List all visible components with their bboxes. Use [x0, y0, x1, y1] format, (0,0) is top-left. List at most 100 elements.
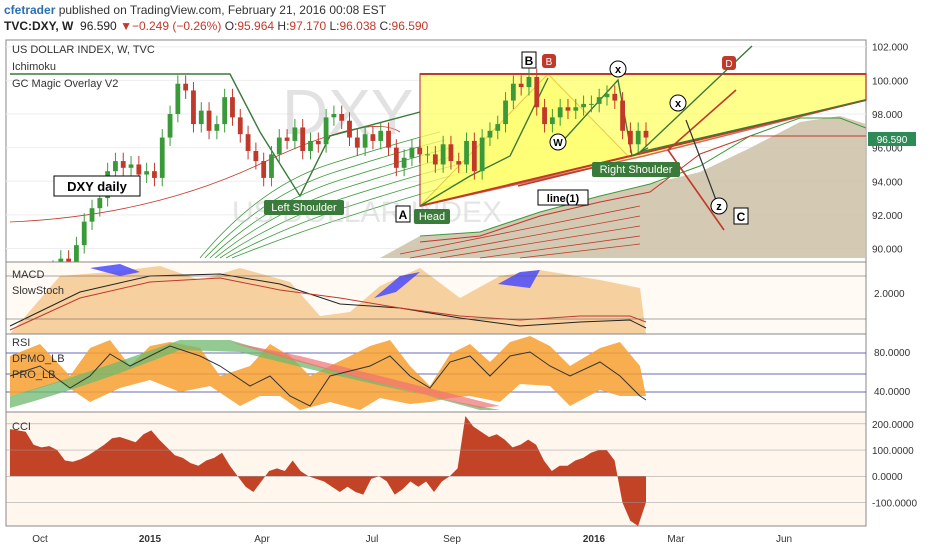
candle	[440, 144, 446, 165]
candle	[89, 208, 95, 222]
candle	[81, 221, 87, 246]
right-shoulder-box	[592, 162, 680, 177]
point-a-label: A	[399, 208, 408, 222]
study-symbol: US DOLLAR INDEX, W, TVC	[12, 44, 155, 56]
candle	[503, 100, 508, 125]
macd-label: MACD	[12, 269, 44, 281]
low-value: 96.038	[339, 19, 377, 33]
study-ichimoku: Ichimoku	[12, 61, 56, 73]
annotation-labels: DXY daily Left Shoulder Head Right Shoul…	[53, 51, 749, 225]
point-w-circle	[549, 133, 567, 151]
cci-tick: 100.0000	[872, 446, 914, 457]
slowstoch-label: SlowStoch	[12, 285, 64, 297]
candle	[183, 83, 189, 91]
candle	[534, 77, 540, 108]
price-tick: 96.000	[872, 144, 903, 155]
candle	[167, 114, 173, 138]
candle	[120, 161, 126, 168]
right-shoulder-label: Right Shoulder	[600, 164, 673, 176]
point-x2-label: x	[675, 98, 682, 110]
candle	[222, 97, 228, 125]
publish-header: cfetrader published on TradingView.com, …	[4, 3, 386, 17]
candle	[471, 140, 477, 172]
time-tick: Apr	[254, 534, 270, 545]
close-label: C:	[379, 19, 392, 33]
publish-info: published on TradingView.com, February 2…	[58, 3, 387, 17]
time-tick: Jun	[776, 534, 792, 545]
candle	[456, 161, 462, 165]
candle	[612, 93, 618, 101]
point-c-label: C	[737, 210, 746, 224]
candle	[230, 97, 235, 118]
left-shoulder-label: Left Shoulder	[271, 202, 337, 214]
candle	[354, 137, 360, 148]
candle	[425, 154, 430, 156]
point-d-label: D	[725, 59, 732, 70]
candle	[370, 134, 376, 141]
cci-area	[10, 416, 646, 526]
quote-header: TVC:DXY, W 96.590 ▼−0.249 (−0.26%) O:95.…	[4, 19, 428, 33]
time-tick: Sep	[443, 534, 461, 545]
candle	[588, 103, 594, 105]
point-w-label: W	[553, 138, 563, 149]
candle	[308, 140, 313, 151]
point-x1-circle	[609, 60, 627, 78]
change-arrow-icon: ▼	[120, 19, 132, 33]
candle	[479, 137, 485, 172]
high-label: H:	[277, 19, 290, 33]
rsi-label: RSI	[12, 337, 30, 349]
dpmo-label: DPMO_LB	[12, 353, 65, 365]
candle	[604, 93, 610, 98]
open-value: 95.964	[237, 19, 275, 33]
candle	[261, 161, 267, 178]
cci-tick: 0.0000	[872, 472, 903, 483]
gc-magic-overlay-fan	[9, 126, 641, 259]
candle	[627, 130, 633, 145]
candle	[144, 171, 150, 175]
candles	[11, 68, 649, 338]
rsi-pane: RSI DPMO_LB PRO_LB 80.0000 40.0000	[5, 333, 911, 413]
candle	[347, 120, 352, 138]
study-legend: US DOLLAR INDEX, W, TVC Ichimoku GC Magi…	[12, 44, 155, 90]
cci-axis: 200.0000 100.0000 0.0000 -100.0000	[6, 420, 917, 509]
cci-tick: -100.0000	[872, 498, 917, 509]
close-value: 96.590	[391, 19, 429, 33]
candle	[74, 245, 79, 266]
candle	[175, 83, 181, 114]
last-price: 96.590	[80, 19, 117, 33]
point-x1-label: x	[615, 64, 622, 76]
head-label: Head	[419, 211, 445, 223]
price-badge	[868, 132, 916, 146]
cci-pane: 200.0000 100.0000 0.0000 -100.0000 CCI	[5, 411, 917, 527]
price-tick: 90.000	[872, 245, 903, 256]
candle	[276, 137, 282, 155]
candle	[237, 117, 243, 135]
time-axis: Oct 2015 Apr Jul Sep 2016 Mar Jun	[32, 534, 792, 545]
head-box	[414, 209, 450, 224]
candle	[417, 147, 423, 155]
line1-box	[537, 189, 589, 206]
point-b-box	[521, 51, 537, 69]
candle	[206, 110, 212, 131]
price-pane: DXY US DOLLAR INDEX	[5, 39, 916, 338]
time-tick: 2016	[583, 534, 606, 545]
candle	[97, 198, 103, 209]
candle	[284, 137, 290, 141]
chart-canvas[interactable]: DXY US DOLLAR INDEX	[0, 36, 932, 550]
rsi-tick-80: 80.0000	[874, 348, 911, 359]
candle	[487, 130, 493, 138]
candle	[581, 103, 586, 108]
candle	[635, 130, 641, 145]
dxy-daily-box	[53, 175, 141, 197]
candle	[362, 134, 368, 148]
cci-label: CCI	[12, 421, 31, 433]
candle	[159, 137, 165, 178]
author-link[interactable]: cfetrader	[4, 3, 56, 17]
candle	[245, 134, 251, 151]
macd-pane: MACD SlowStoch 2.0000	[5, 261, 905, 335]
time-tick: Jul	[366, 534, 379, 545]
point-d-box	[722, 56, 736, 70]
candle	[331, 114, 337, 118]
macd-tick-2: 2.0000	[874, 289, 905, 300]
